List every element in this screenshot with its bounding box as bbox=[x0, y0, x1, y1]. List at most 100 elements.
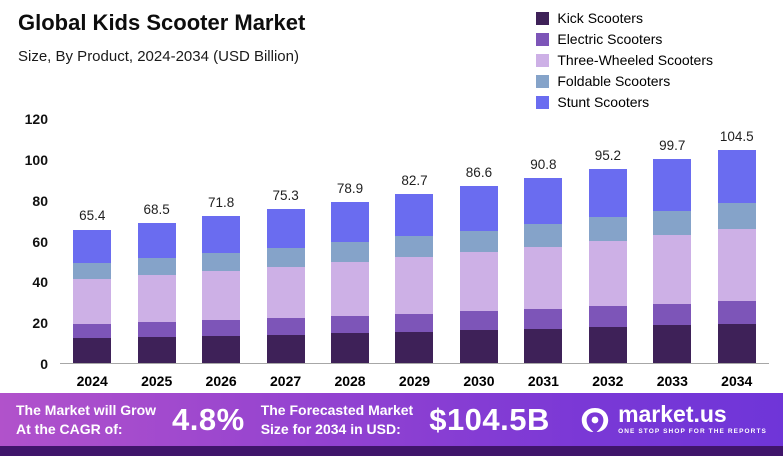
bar-segment bbox=[717, 149, 756, 204]
bottom-strip bbox=[0, 446, 783, 456]
logo-text: market.us bbox=[618, 401, 727, 428]
bar-value-label: 68.5 bbox=[143, 202, 170, 218]
bar-segment bbox=[395, 194, 434, 237]
bar-segment bbox=[459, 330, 498, 363]
bar-column: 86.6 bbox=[447, 119, 511, 363]
stacked-bar bbox=[588, 168, 627, 363]
bar-column: 95.2 bbox=[576, 119, 640, 363]
x-tick-label: 2033 bbox=[656, 373, 688, 389]
legend-item: Foldable Scooters bbox=[536, 73, 713, 89]
bar-segment bbox=[524, 224, 563, 247]
y-tick-label: 100 bbox=[24, 151, 48, 168]
bar-segment bbox=[331, 201, 370, 243]
bar-segment bbox=[588, 306, 627, 328]
bar-column: 90.8 bbox=[511, 119, 575, 363]
bar-segment bbox=[395, 236, 434, 258]
chart-titles: Global Kids Scooter Market Size, By Prod… bbox=[18, 10, 305, 115]
bar-value-label: 99.7 bbox=[659, 138, 686, 154]
bar-segment bbox=[137, 223, 176, 259]
chart-header: Global Kids Scooter Market Size, By Prod… bbox=[0, 0, 783, 115]
bar-segment bbox=[459, 311, 498, 331]
bar-segment bbox=[653, 235, 692, 304]
bar-segment bbox=[395, 257, 434, 314]
bar-segment bbox=[459, 186, 498, 231]
bar-segment bbox=[331, 316, 370, 334]
bar-segment bbox=[266, 334, 305, 363]
bar-segment bbox=[653, 210, 692, 236]
legend-label: Foldable Scooters bbox=[557, 73, 671, 89]
stacked-bar bbox=[202, 216, 241, 363]
bar-segment bbox=[331, 333, 370, 363]
y-tick-label: 0 bbox=[40, 356, 48, 372]
bar-segment bbox=[202, 252, 241, 271]
stacked-bar bbox=[73, 229, 112, 363]
bar-segment bbox=[653, 325, 692, 363]
x-tick-label: 2030 bbox=[463, 373, 495, 389]
x-tick-label: 2024 bbox=[76, 373, 108, 389]
stacked-bar bbox=[653, 159, 692, 363]
x-tick-label: 2028 bbox=[334, 373, 366, 389]
forecast-value: $104.5B bbox=[429, 401, 550, 437]
cagr-label: The Market will Grow At the CAGR of: bbox=[16, 402, 157, 437]
bar-segment bbox=[395, 331, 434, 363]
stacked-bar bbox=[524, 177, 563, 363]
bar-segment bbox=[588, 168, 627, 218]
bar-segment bbox=[137, 322, 176, 338]
stacked-bar bbox=[137, 223, 176, 363]
legend-swatch bbox=[536, 53, 550, 67]
bar-segment bbox=[717, 300, 756, 324]
bar-value-label: 78.9 bbox=[336, 180, 364, 196]
bar-segment bbox=[653, 159, 692, 211]
bar-segment bbox=[202, 270, 241, 321]
bar-segment bbox=[717, 229, 756, 301]
bar-segment bbox=[459, 252, 498, 312]
stacked-bar bbox=[459, 186, 498, 363]
bar-segment bbox=[459, 230, 498, 253]
stacked-bar bbox=[266, 209, 305, 363]
legend-item: Stunt Scooters bbox=[536, 94, 713, 110]
bar-column: 71.8 bbox=[189, 119, 253, 363]
bar-segment bbox=[73, 279, 112, 325]
x-tick-label: 2029 bbox=[398, 373, 431, 389]
y-tick-label: 60 bbox=[32, 233, 48, 250]
legend: Kick Scooters Electric Scooters Three-Whee… bbox=[536, 10, 713, 115]
y-axis: 0 20 40 60 80 100 120 bbox=[18, 111, 60, 372]
bar-column: 65.4 bbox=[60, 119, 124, 363]
cagr-value: 4.8% bbox=[172, 401, 245, 437]
legend-item: Three-Wheeled Scooters bbox=[536, 52, 713, 68]
bar-segment bbox=[266, 209, 305, 248]
legend-item: Electric Scooters bbox=[536, 31, 713, 47]
x-tick-label: 2026 bbox=[205, 373, 237, 389]
legend-swatch bbox=[536, 74, 550, 88]
logo-tagline: ONE STOP SHOP FOR THE REPORTS bbox=[618, 428, 767, 436]
bar-segment bbox=[202, 335, 241, 363]
bar-segment bbox=[137, 337, 176, 363]
bar-segment bbox=[73, 338, 112, 363]
bar-segment bbox=[588, 241, 627, 307]
legend-label: Stunt Scooters bbox=[557, 94, 650, 110]
legend-item: Kick Scooters bbox=[536, 10, 713, 26]
bar-segment bbox=[331, 262, 370, 317]
legend-label: Three-Wheeled Scooters bbox=[557, 52, 713, 68]
stacked-bar bbox=[395, 194, 434, 363]
legend-swatch bbox=[536, 95, 550, 109]
bar-segment bbox=[73, 229, 112, 263]
bar-segment bbox=[266, 266, 305, 319]
bar-value-label: 104.5 bbox=[719, 128, 754, 144]
chart-card: Global Kids Scooter Market Size, By Prod… bbox=[0, 0, 783, 389]
bar-value-label: 65.4 bbox=[79, 208, 106, 224]
bar-value-label: 75.3 bbox=[272, 188, 299, 204]
bar-segment bbox=[73, 324, 112, 339]
bar-segment bbox=[331, 242, 370, 263]
bar-segment bbox=[653, 303, 692, 326]
bar-segment bbox=[73, 262, 112, 280]
bar-segment bbox=[202, 216, 241, 253]
bar-segment bbox=[395, 313, 434, 332]
stacked-bar bbox=[717, 149, 756, 363]
bar-segment bbox=[524, 177, 563, 225]
bar-segment bbox=[137, 258, 176, 276]
bar-segment bbox=[202, 320, 241, 336]
cagr-banner: The Market will Grow At the CAGR of: 4.8… bbox=[0, 393, 783, 446]
bar-column: 78.9 bbox=[318, 119, 382, 363]
x-axis-labels: 2024 2025 2026 2027 2028 2029 2030 2031 2032 2033… bbox=[0, 364, 783, 389]
